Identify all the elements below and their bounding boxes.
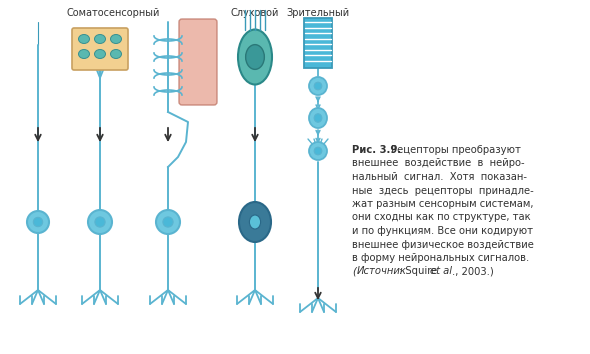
Ellipse shape	[94, 50, 106, 58]
Ellipse shape	[309, 142, 327, 160]
Ellipse shape	[110, 50, 122, 58]
Ellipse shape	[33, 217, 42, 227]
Text: Слуховой: Слуховой	[231, 8, 279, 18]
Ellipse shape	[94, 34, 106, 44]
Ellipse shape	[309, 77, 327, 95]
Text: Рис. 3.9.: Рис. 3.9.	[352, 145, 401, 155]
Ellipse shape	[156, 210, 180, 234]
Ellipse shape	[239, 202, 271, 242]
Ellipse shape	[27, 211, 49, 233]
Ellipse shape	[309, 108, 327, 128]
Ellipse shape	[238, 29, 272, 85]
Ellipse shape	[314, 114, 322, 122]
Ellipse shape	[78, 34, 90, 44]
Text: нальный  сигнал.  Хотя  показан-: нальный сигнал. Хотя показан-	[352, 172, 527, 182]
Ellipse shape	[163, 217, 173, 227]
Text: внешнее физическое воздействие: внешнее физическое воздействие	[352, 240, 534, 250]
Text: Зрительный: Зрительный	[286, 8, 349, 18]
Ellipse shape	[250, 215, 261, 229]
Ellipse shape	[110, 34, 122, 44]
Text: (: (	[352, 267, 356, 276]
Text: в форму нейрональных сигналов.: в форму нейрональных сигналов.	[352, 253, 529, 263]
Text: Источник: Источник	[357, 267, 407, 276]
Bar	[304, 18, 332, 68]
FancyBboxPatch shape	[72, 28, 128, 70]
Text: et al: et al	[430, 267, 452, 276]
Text: внешнее  воздействие  в  нейро-: внешнее воздействие в нейро-	[352, 159, 525, 169]
Ellipse shape	[314, 147, 322, 155]
Text: Соматосенсорный: Соматосенсорный	[66, 8, 160, 18]
FancyBboxPatch shape	[179, 19, 217, 105]
Text: : Squire: : Squire	[399, 267, 440, 276]
Text: и по функциям. Все они кодируют: и по функциям. Все они кодируют	[352, 226, 533, 236]
Text: Рецепторы преобразуют: Рецепторы преобразуют	[388, 145, 521, 155]
Text: ., 2003.): ., 2003.)	[452, 267, 494, 276]
Text: они сходны как по структуре, так: они сходны как по структуре, так	[352, 212, 530, 223]
Ellipse shape	[245, 45, 264, 69]
Ellipse shape	[78, 50, 90, 58]
Text: жат разным сенсорным системам,: жат разным сенсорным системам,	[352, 199, 533, 209]
Ellipse shape	[314, 82, 322, 90]
Ellipse shape	[95, 217, 105, 227]
Ellipse shape	[88, 210, 112, 234]
Text: ные  здесь  рецепторы  принадле-: ные здесь рецепторы принадле-	[352, 185, 534, 195]
